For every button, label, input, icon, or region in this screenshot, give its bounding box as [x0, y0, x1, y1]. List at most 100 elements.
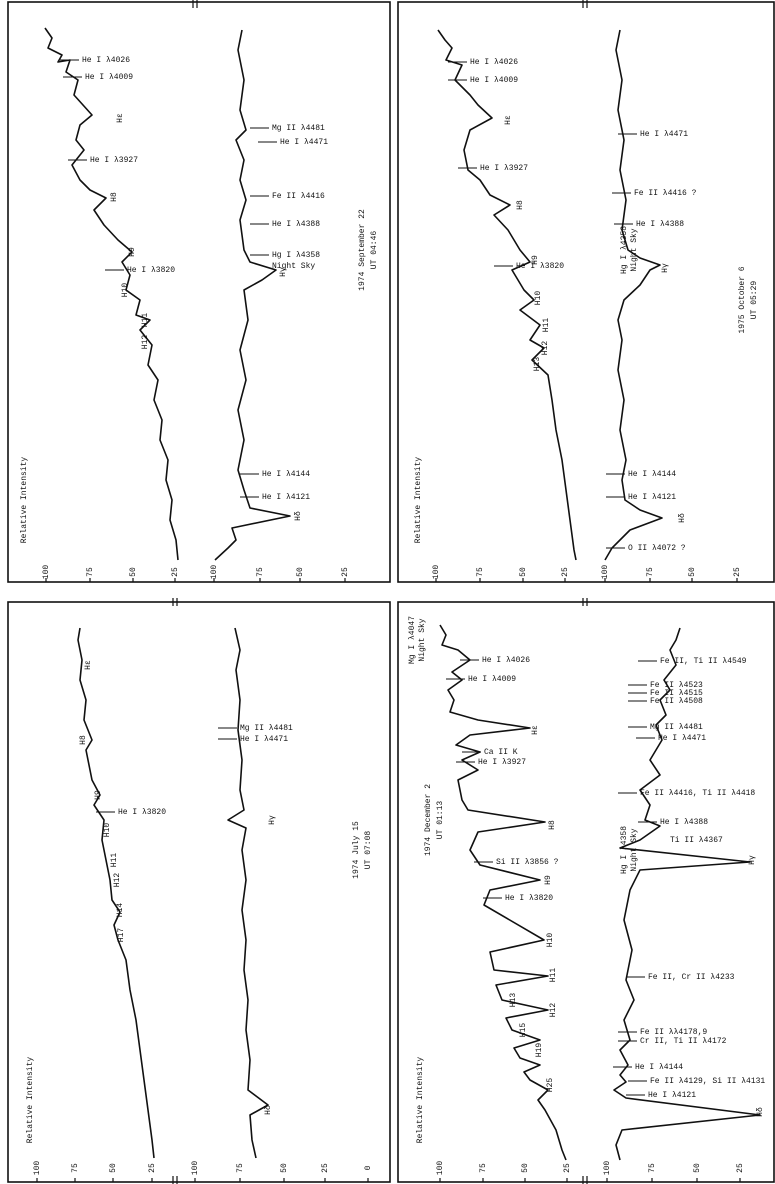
line-label: H25	[546, 1078, 555, 1093]
line-label: He I λ3927	[478, 758, 526, 767]
tick-label: 25	[733, 567, 742, 577]
tick-label: 25	[563, 1163, 572, 1173]
tick-label: 50	[280, 1163, 289, 1173]
panel-frame	[397, 1, 775, 583]
tick-label: 50	[693, 1163, 702, 1173]
time: UT 07:08	[364, 831, 373, 870]
line-label: Fe II λ4515	[650, 689, 703, 698]
date: 1974 December 2	[424, 784, 433, 856]
line-label: Hε	[531, 725, 540, 735]
line-label: Hg I λ4358	[620, 226, 629, 274]
line-label: Mg II λ4481	[272, 124, 325, 133]
line-label: Hγ	[661, 263, 670, 273]
line-label: Mg I λ4047	[408, 616, 417, 664]
line-label: He I λ3927	[480, 164, 528, 173]
panel-frame	[7, 601, 391, 1183]
line-label: H9	[531, 255, 540, 265]
line-label: Fe II λ4508	[650, 697, 703, 706]
tick-label: 25	[736, 1163, 745, 1173]
tick-label: 100	[191, 1161, 200, 1176]
line-label: Hg I λ4358	[272, 251, 320, 260]
line-label: H12	[541, 341, 550, 356]
date: 1974 July 15	[352, 821, 361, 879]
line-label: Hε	[84, 660, 93, 670]
line-label: H8	[548, 820, 557, 830]
panel-frame	[397, 601, 775, 1183]
line-label: He I λ4388	[636, 220, 684, 229]
tick-label: 100	[603, 1161, 612, 1176]
line-label: He I λ4121	[648, 1091, 696, 1100]
date: 1975 October 6	[738, 266, 747, 333]
line-label: Cr II, Ti II λ4172	[640, 1037, 727, 1046]
line-label: H12	[141, 335, 150, 350]
line-label: Fe II, Cr II λ4233	[648, 973, 735, 982]
line-label: He I λ4471	[280, 138, 328, 147]
spectrum	[77, 627, 155, 1159]
line-label: O II λ4072 ?	[628, 544, 686, 553]
axis-label: Relative Intensity	[20, 457, 29, 544]
line-label: H12	[113, 873, 122, 888]
line-label: He I λ4144	[635, 1063, 683, 1072]
tick-label: 100	[601, 565, 610, 580]
line-label: H12	[549, 1003, 558, 1018]
line-label: He I λ4121	[262, 493, 310, 502]
axis-breaks	[172, 0, 588, 1184]
line-label: Ti II λ4367	[670, 836, 723, 845]
line-label: H11	[141, 313, 150, 328]
time: UT 01:13	[436, 801, 445, 840]
tick-label: 50	[296, 567, 305, 577]
line-label: H10	[534, 291, 543, 306]
tick-label: 75	[476, 567, 485, 577]
line-label: He I λ4471	[240, 735, 288, 744]
time: UT 04:46	[370, 231, 379, 270]
line-label: H10	[546, 933, 555, 948]
tick-label: 50	[688, 567, 697, 577]
tick-label: 75	[646, 567, 655, 577]
line-label: Fe II λ4416, Ti II λ4418	[640, 789, 755, 798]
line-label: Fe II λ4416	[272, 192, 325, 201]
line-label: He I λ3820	[127, 266, 175, 275]
line-label: H8	[79, 735, 88, 745]
spectrum	[227, 627, 269, 1159]
tick-label: 25	[148, 1163, 157, 1173]
line-label: Hε	[504, 115, 513, 125]
axis-label: Relative Intensity	[414, 457, 423, 544]
spectrum	[214, 29, 291, 561]
tick-label: 75	[71, 1163, 80, 1173]
line-label: H9	[94, 790, 103, 800]
line-label: Night Sky	[272, 262, 315, 271]
line-label: Si II λ3856 ?	[496, 858, 559, 867]
line-label: He I λ4388	[272, 220, 320, 229]
line-label: Hε	[116, 113, 125, 123]
tick-label: 25	[561, 567, 570, 577]
line-label: Fe II λ4523	[650, 681, 703, 690]
tick-label: 75	[256, 567, 265, 577]
axis-label: Relative Intensity	[26, 1057, 35, 1144]
line-label: H9	[544, 875, 553, 885]
tick-label: 75	[479, 1163, 488, 1173]
spectrum	[604, 29, 663, 561]
line-label: He I λ4026	[470, 58, 518, 67]
spectrum	[44, 27, 179, 561]
line-label: H10	[103, 823, 112, 838]
line-label: Ca II K	[484, 748, 518, 757]
line-label: He I λ4026	[482, 656, 530, 665]
line-label: Hγ	[279, 267, 288, 277]
line-label: Hδ	[678, 513, 687, 523]
line-label: He I λ4009	[468, 675, 516, 684]
line-label: He I λ4388	[660, 818, 708, 827]
line-label: Hγ	[748, 855, 757, 865]
tick-label: 75	[236, 1163, 245, 1173]
line-label: Hγ	[268, 815, 277, 825]
tick-label: 50	[109, 1163, 118, 1173]
time: UT 05:29	[750, 281, 759, 320]
tick-label: 0	[364, 1165, 373, 1170]
line-label: H15	[519, 1023, 528, 1038]
tick-label: 100	[33, 1161, 42, 1176]
line-label: Night Sky	[630, 828, 639, 871]
line-label: He I λ4121	[628, 493, 676, 502]
line-label: H8	[110, 192, 119, 202]
line-label: H19	[535, 1043, 544, 1058]
